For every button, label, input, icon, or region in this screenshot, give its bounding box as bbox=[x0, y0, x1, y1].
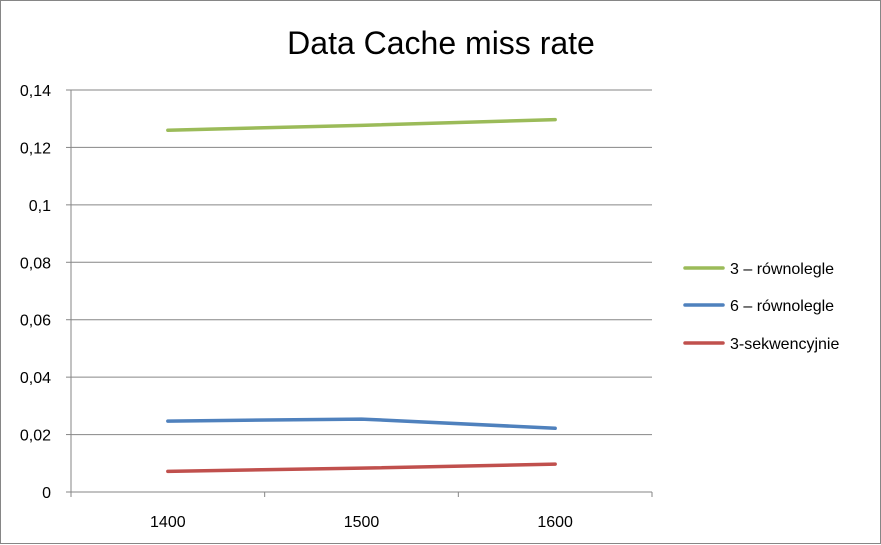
series-line-2 bbox=[166, 417, 557, 431]
y-tick-label: 0,14 bbox=[20, 83, 51, 100]
chart-title: Data Cache miss rate bbox=[287, 25, 595, 61]
y-tick-label: 0,12 bbox=[20, 140, 51, 157]
y-tick-label: 0,04 bbox=[20, 370, 51, 387]
x-tick-label: 1600 bbox=[537, 514, 573, 531]
legend-label-1: 3 – równolegle bbox=[730, 261, 834, 278]
y-tick-label: 0,02 bbox=[20, 428, 51, 445]
legend-label-3: 3-sekwencyjnie bbox=[730, 336, 839, 353]
y-tick-label: 0,06 bbox=[20, 313, 51, 330]
y-tick-label: 0,1 bbox=[29, 198, 51, 215]
series-line-3 bbox=[166, 462, 557, 474]
y-tick-label: 0 bbox=[42, 485, 51, 502]
legend-label-2: 6 – równolegle bbox=[730, 298, 834, 315]
x-tick-label: 1400 bbox=[150, 514, 186, 531]
series-line-1 bbox=[166, 117, 557, 132]
x-tick-label: 1500 bbox=[344, 514, 380, 531]
y-tick-label: 0,08 bbox=[20, 255, 51, 272]
